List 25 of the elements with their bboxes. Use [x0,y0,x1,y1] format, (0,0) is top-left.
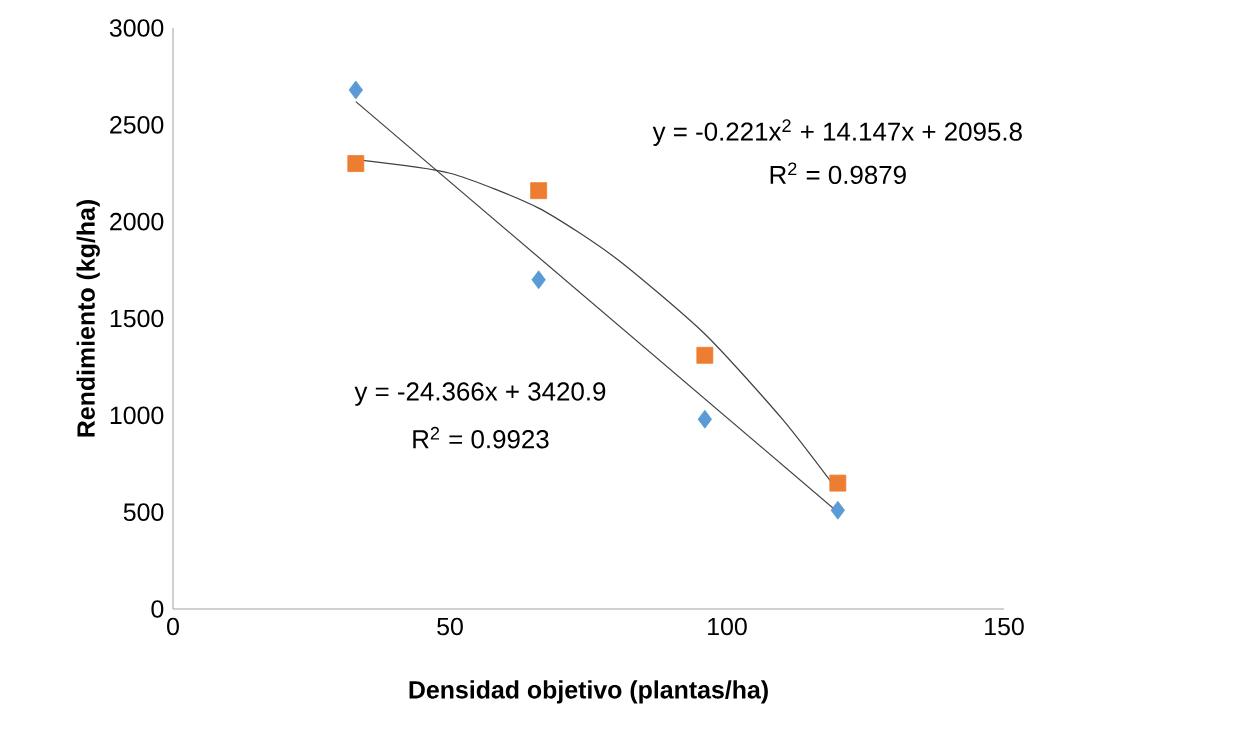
y-tick-label: 1000 [110,406,164,425]
annotation: R$^{2}$ = 0.9879 [770,162,906,185]
y-axis-title: Rendimiento (kg/ha) [76,200,100,437]
point [830,500,845,520]
x-tick-label: 0 [167,617,179,636]
x-tick-label: 150 [985,617,1024,636]
y-tick-label: 2500 [110,116,164,134]
point [530,182,548,200]
y-tick-label: 1500 [110,309,164,328]
point [696,346,714,364]
x-tick-label: 100 [708,617,747,636]
x-axis-title: Densidad objetivo (plantas/ha) [409,680,768,704]
annotation: y = -24.366x + 3420.9 [354,382,606,406]
point [348,80,363,100]
point [697,409,712,429]
annotation: R$^{2}$ = 0.9923 [413,426,549,449]
y-tick-label: 500 [123,503,164,521]
point [829,474,847,492]
x-tick-label: 50 [437,617,463,636]
point [531,270,546,290]
y-tick-label: 0 [151,600,164,618]
point [347,155,365,172]
y-tick-label: 3000 [109,19,164,37]
y-tick-label: 2000 [110,212,164,231]
annotation: y = -0.221x$^{2}$ + 14.147x + 2095.8 [652,119,1022,146]
